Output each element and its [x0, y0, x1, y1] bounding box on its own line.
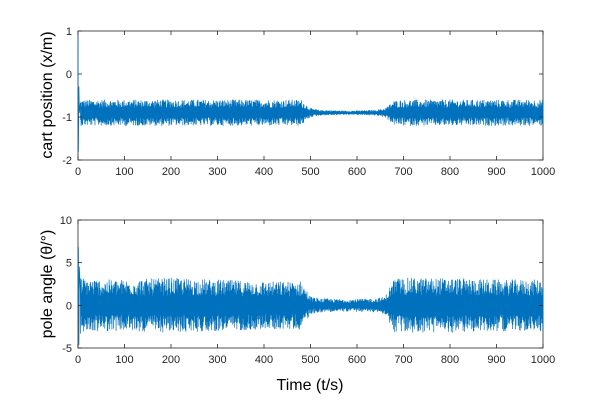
cart-position-y-tick-label: 0 [66, 69, 72, 81]
cart-position-y-tick-label: 1 [66, 26, 72, 38]
cart-position-x-tick-label: 200 [162, 166, 180, 178]
cart-position-x-tick-label: 500 [301, 166, 319, 178]
pole-angle-x-tick-label: 600 [348, 354, 366, 366]
x-axis-label: Time (t/s) [277, 377, 344, 394]
pole-angle-x-tick-label: 1000 [531, 354, 555, 366]
cart-position-x-tick-label: 800 [441, 166, 459, 178]
pole-angle-x-tick-label: 300 [208, 354, 226, 366]
cart-position-x-tick-label: 900 [487, 166, 505, 178]
pole-angle-x-tick-label: 700 [394, 354, 412, 366]
cart-position-x-tick-label: 700 [394, 166, 412, 178]
cart-position-x-tick-label: 300 [208, 166, 226, 178]
pole-angle-x-tick-label: 500 [301, 354, 319, 366]
cart-position-x-tick-label: 100 [115, 166, 133, 178]
pole-angle-x-tick-label: 100 [115, 354, 133, 366]
pole-angle-x-tick-label: 400 [255, 354, 273, 366]
cart-position-series [77, 30, 544, 152]
cart-position-y-axis-label: cart position (x/m) [39, 31, 56, 158]
pole-angle-y-axis-label: pole angle (θ/°) [39, 230, 56, 339]
cart-position-series-line [77, 30, 544, 152]
cart-position-y-tick-label: -1 [62, 112, 72, 124]
cart-position-axes: 0 100 200 300 400 500 600 700 800 900 1000 -2-101 … [39, 26, 555, 178]
pole-angle-y-tick-label: 5 [66, 258, 72, 270]
pole-angle-series-line [77, 246, 544, 345]
pole-angle-y-tick-label: 10 [60, 215, 72, 227]
pole-angle-y-tick-label: -5 [62, 343, 72, 355]
pole-angle-x-ticks: 0 100 200 300 400 500 600 700 800 900 1000 [75, 220, 555, 366]
pole-angle-x-tick-label: 900 [487, 354, 505, 366]
cart-position-x-ticks: 0 100 200 300 400 500 600 700 800 900 1000 [75, 31, 555, 178]
pole-angle-x-tick-label: 800 [441, 354, 459, 366]
pole-angle-axes: 0 100 200 300 400 500 600 700 800 900 1000 -50510 … [39, 215, 555, 366]
cart-position-x-tick-label: 400 [255, 166, 273, 178]
cart-position-y-ticks: -2 -1 0 1 [62, 26, 543, 167]
pole-angle-x-tick-label: 200 [162, 354, 180, 366]
pole-angle-y-tick-label: 0 [66, 300, 72, 312]
pole-angle-y-ticks: -5 0 5 10 [60, 215, 543, 355]
cart-position-y-tick-label: -2 [62, 155, 72, 167]
pole-angle-x-tick-label: 0 [75, 354, 81, 366]
pole-angle-series [77, 246, 544, 345]
cart-position-plot-area [77, 30, 544, 161]
cart-position-x-tick-label: 0 [75, 166, 81, 178]
cart-position-x-tick-label: 1000 [531, 166, 555, 178]
cart-position-x-tick-label: 600 [348, 166, 366, 178]
